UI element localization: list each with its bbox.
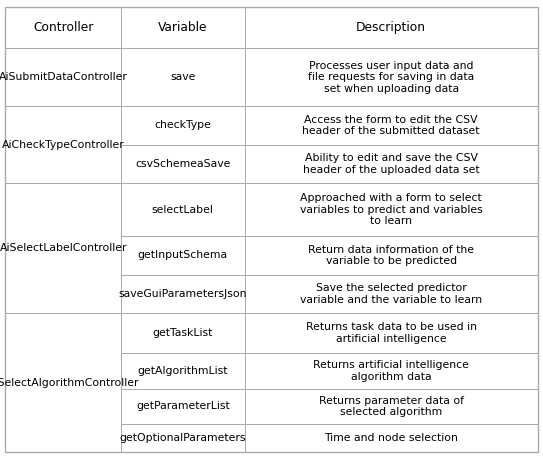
Bar bbox=[121, 7, 245, 48]
Text: Returns task data to be used in
artificial intelligence: Returns task data to be used in artifici… bbox=[306, 322, 477, 344]
Text: Processes user input data and
file requests for saving in data
set when uploadin: Processes user input data and file reque… bbox=[308, 61, 474, 94]
Bar bbox=[121, 48, 245, 106]
Text: Returns artificial intelligence
algorithm data: Returns artificial intelligence algorith… bbox=[313, 360, 469, 382]
Text: Variable: Variable bbox=[158, 21, 207, 34]
Bar bbox=[245, 424, 538, 452]
Text: getAlgorithmList: getAlgorithmList bbox=[137, 366, 228, 376]
Bar bbox=[121, 183, 245, 236]
Bar bbox=[121, 313, 245, 353]
Bar bbox=[121, 236, 245, 275]
Text: selectLabel: selectLabel bbox=[152, 205, 214, 214]
Text: getOptionalParameters: getOptionalParameters bbox=[119, 433, 246, 443]
Bar bbox=[245, 388, 538, 424]
Text: getInputSchema: getInputSchema bbox=[138, 250, 228, 260]
Text: Description: Description bbox=[356, 21, 426, 34]
Bar bbox=[5, 183, 121, 313]
Bar bbox=[245, 236, 538, 275]
Text: AiCheckTypeController: AiCheckTypeController bbox=[2, 139, 124, 149]
Bar bbox=[5, 106, 121, 183]
Bar bbox=[245, 144, 538, 183]
Text: AiSubmitDataController: AiSubmitDataController bbox=[0, 72, 128, 82]
Bar bbox=[245, 313, 538, 353]
Text: Ability to edit and save the CSV
header of the uploaded data set: Ability to edit and save the CSV header … bbox=[303, 153, 479, 175]
Bar bbox=[245, 7, 538, 48]
Text: AiSelectLabelController: AiSelectLabelController bbox=[0, 243, 127, 253]
Text: Time and node selection: Time and node selection bbox=[324, 433, 458, 443]
Bar bbox=[245, 106, 538, 144]
Bar bbox=[5, 7, 121, 48]
Text: getTaskList: getTaskList bbox=[153, 328, 213, 338]
Bar bbox=[245, 183, 538, 236]
Text: Save the selected predictor
variable and the variable to learn: Save the selected predictor variable and… bbox=[300, 283, 482, 304]
Bar bbox=[121, 275, 245, 313]
Bar bbox=[121, 353, 245, 388]
Bar bbox=[245, 48, 538, 106]
Bar bbox=[5, 313, 121, 452]
Text: AiSelectAlgorithmController: AiSelectAlgorithmController bbox=[0, 377, 139, 388]
Text: Approached with a form to select
variables to predict and variables
to learn: Approached with a form to select variabl… bbox=[300, 193, 483, 226]
Text: checkType: checkType bbox=[154, 120, 211, 130]
Text: csvSchemeaSave: csvSchemeaSave bbox=[135, 159, 230, 169]
Bar bbox=[245, 275, 538, 313]
Bar bbox=[5, 48, 121, 106]
Bar bbox=[245, 353, 538, 388]
Text: Access the form to edit the CSV
header of the submitted dataset: Access the form to edit the CSV header o… bbox=[302, 115, 480, 136]
Text: Controller: Controller bbox=[33, 21, 93, 34]
Text: getParameterList: getParameterList bbox=[136, 401, 230, 411]
Text: Return data information of the
variable to be predicted: Return data information of the variable … bbox=[308, 244, 474, 266]
Bar bbox=[121, 424, 245, 452]
Text: save: save bbox=[170, 72, 195, 82]
Bar bbox=[121, 106, 245, 144]
Bar bbox=[121, 388, 245, 424]
Text: Returns parameter data of
selected algorithm: Returns parameter data of selected algor… bbox=[319, 396, 464, 417]
Text: saveGuiParametersJson: saveGuiParametersJson bbox=[118, 289, 247, 299]
Bar bbox=[121, 144, 245, 183]
